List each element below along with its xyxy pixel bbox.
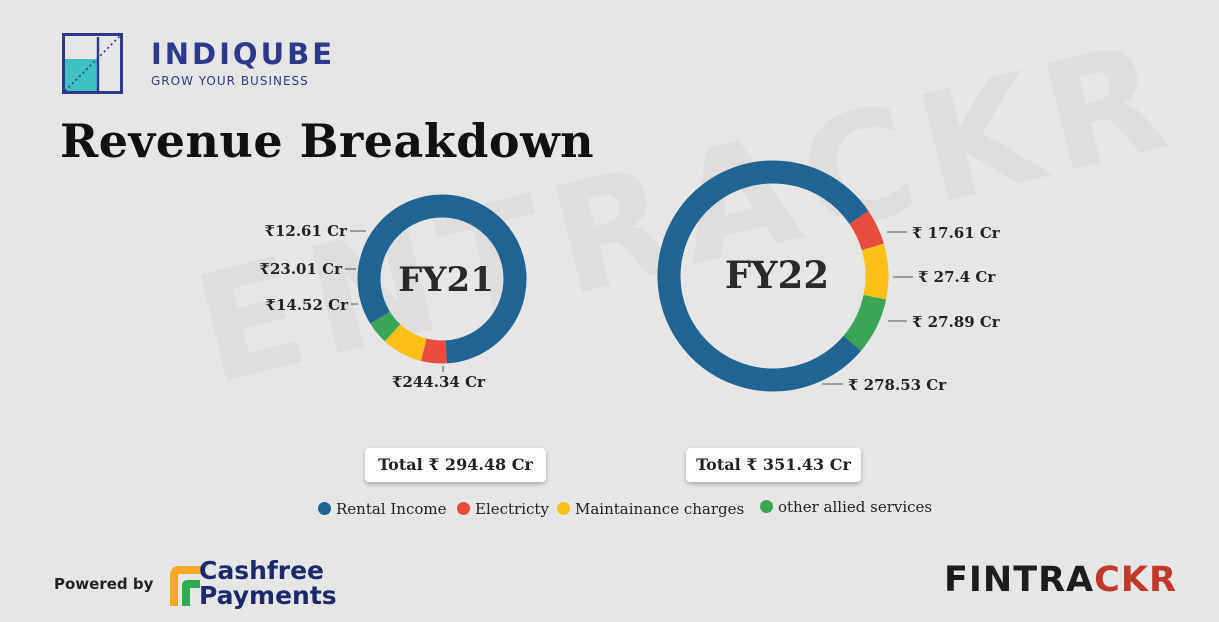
legend-dot [318,502,331,515]
donut-slice-electricty [420,338,447,364]
total-fy22: Total ₹ 351.43 Cr [686,448,861,482]
donut-chart-fy21: ₹244.34 Cr ₹14.52 Cr ₹23.01 Cr ₹12.61 Cr FY2… [260,194,527,391]
donut-slice-rental-income [357,194,527,364]
total-fy21: Total ₹ 294.48 Cr [365,448,546,482]
powered-by-cashfree: Powered by Cashfree Payments [54,556,354,612]
donut-center-title: FY22 [725,253,829,297]
donut-slice-other-allied-services [370,311,401,342]
indiqube-cube-icon [62,33,123,94]
legend-dot [457,502,470,515]
indiqube-logo: INDIQUBE GROW YOUR BUSINESS [62,33,342,95]
data-label-other-allied-services: ₹ 27.89 Cr [912,313,1001,331]
legend-item-allied-services: other allied services [760,498,932,516]
donut-slice-electricty [849,210,884,251]
legend-label: Maintainance charges [575,500,745,518]
donut-slice-rental-income [657,160,869,392]
brand-name: INDIQUBE [151,37,336,71]
legend-dot [760,500,773,513]
page-title: Revenue Breakdown [60,114,595,168]
legend-label: Rental Income [336,500,447,518]
fintrackr-logo: FINTRACKR [944,560,1177,600]
data-label-rental-income: ₹ 278.53 Cr [848,376,947,394]
legend-item-electricity: Electricty [457,500,549,518]
brand-tagline: GROW YOUR BUSINESS [151,74,309,88]
donut-chart-fy22: ₹ 17.61 Cr ₹ 27.4 Cr ₹ 27.89 Cr ₹ 278.53 Cr… [657,160,1001,394]
data-label-other-allied-services: ₹12.61 Cr [265,222,349,240]
data-label-electricty: ₹ 17.61 Cr [912,224,1001,242]
legend-item-maintenance: Maintainance charges [557,500,744,518]
powered-by-label: Powered by [54,575,154,593]
donut-center-title: FY21 [398,260,494,300]
fintrackr-logo-part2: CKR [1094,560,1177,600]
data-label-maintainance-charges: ₹ 27.4 Cr [918,268,996,286]
cashfree-logo-icon [170,566,202,606]
legend: Rental Income Electricty Maintainance ch… [318,496,978,526]
donut-slice-other-allied-services [843,294,887,351]
donut-slice-maintainance-charges [384,323,428,361]
donut-slice-maintainance-charges [861,243,889,300]
legend-dot [557,502,570,515]
legend-label: Electricty [475,500,549,518]
data-label-electricty: ₹14.52 Cr [266,296,350,314]
cashfree-wordmark: Cashfree Payments [199,556,337,610]
data-label-maintainance-charges: ₹23.01 Cr [260,260,344,278]
data-label-rental-income: ₹244.34 Cr [392,373,486,391]
legend-label: other allied services [778,498,933,516]
legend-item-rental-income: Rental Income [318,500,447,518]
fintrackr-logo-part1: FINTRA [944,560,1095,600]
